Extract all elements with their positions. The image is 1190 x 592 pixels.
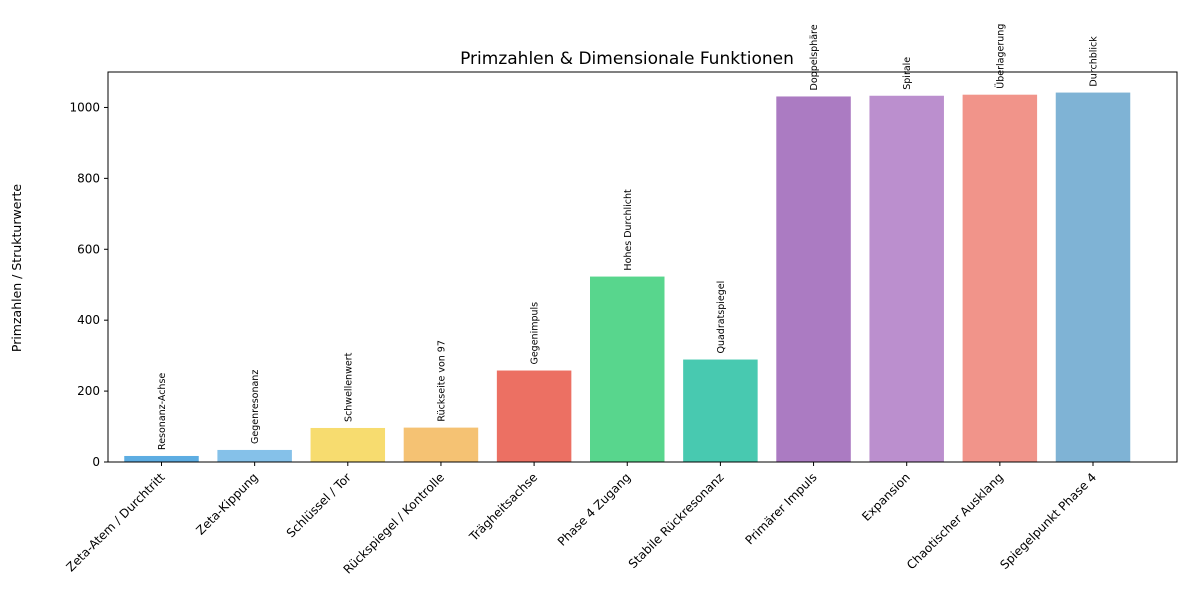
bar-annotations-group: Resonanz-Achse Gegenresonanz Schwellenwert… xyxy=(157,24,1100,450)
x-tick-label: Chaotischer Ausklang xyxy=(904,470,1006,572)
bar-annotation: Spirale xyxy=(902,57,913,90)
x-tick-label: Rückspiegel / Kontrolle xyxy=(341,470,447,576)
y-axis-ticks: 0 200 400 600 800 1000 xyxy=(69,100,108,469)
x-tick-label: Schlüssel / Tor xyxy=(284,470,354,540)
bar-annotation: Durchblick xyxy=(1089,36,1100,87)
bar-annotation: Rückseite von 97 xyxy=(436,340,447,422)
x-tick-label: Primärer Impuls xyxy=(742,470,819,547)
bar xyxy=(683,359,758,462)
bar xyxy=(124,455,199,462)
y-tick-label: 800 xyxy=(77,171,100,185)
bar-annotation: Doppelsphäre xyxy=(809,24,820,90)
x-tick-label: Trägheitsachse xyxy=(466,470,540,544)
x-tick-label: Zeta-Atem / Durchtritt xyxy=(63,470,167,574)
bar xyxy=(869,95,944,462)
x-axis-ticks: Zeta-Atem / Durchtritt Zeta-Kippung Schlüs… xyxy=(63,462,1099,577)
y-axis-label: Primzahlen / Strukturwerte xyxy=(9,184,24,353)
bar-annotation: Gegenresonanz xyxy=(250,370,261,444)
y-tick-label: 200 xyxy=(77,384,100,398)
bar xyxy=(590,276,665,462)
bar xyxy=(496,370,572,462)
y-tick-label: 600 xyxy=(77,242,100,256)
bar-annotation: Gegenimpuls xyxy=(530,302,541,365)
bar-annotation: Quadratspiegel xyxy=(716,281,727,354)
y-tick-label: 0 xyxy=(92,455,100,469)
x-tick-label: Zeta-Kippung xyxy=(193,470,260,537)
plot-frame xyxy=(107,71,1178,463)
x-tick-label: Spiegelpunkt Phase 4 xyxy=(997,470,1099,572)
chart-title: Primzahlen & Dimensionale Funktionen xyxy=(460,49,794,69)
bar-annotation: Resonanz-Achse xyxy=(157,373,168,450)
bar xyxy=(403,427,479,462)
x-tick-label: Phase 4 Zugang xyxy=(555,470,634,549)
bar xyxy=(1055,92,1131,463)
bar-annotation: Hohes Durchlicht xyxy=(623,189,634,271)
bar-annotation: Überlagerung xyxy=(995,24,1006,89)
y-tick-label: 400 xyxy=(77,313,100,327)
bar xyxy=(962,94,1038,462)
bar xyxy=(310,427,386,462)
x-tick-label: Stabile Rückresonanz xyxy=(626,470,727,571)
bar xyxy=(217,449,292,462)
y-tick-label: 1000 xyxy=(69,100,100,114)
bar-annotation: Schwellenwert xyxy=(343,352,354,422)
bars-group xyxy=(124,92,1131,463)
x-tick-label: Expansion xyxy=(859,470,913,524)
bar xyxy=(776,96,851,463)
